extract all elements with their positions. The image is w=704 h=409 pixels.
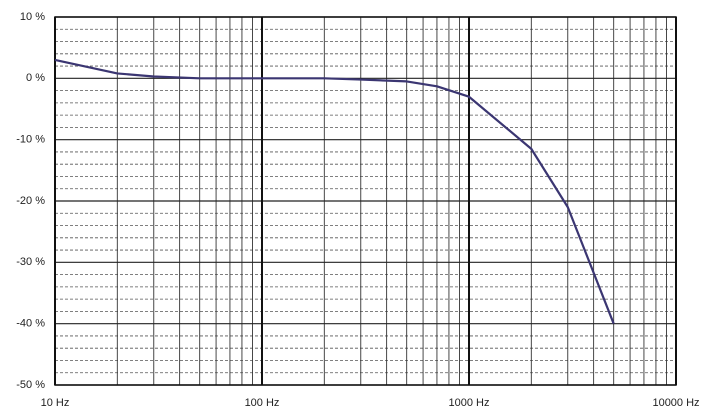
y-tick-label: 10 % [20, 11, 45, 23]
y-tick-label: 0 % [26, 72, 45, 84]
y-tick-label: -20 % [16, 195, 45, 207]
plot-frame [54, 16, 677, 386]
data-line [54, 58, 615, 325]
y-tick-label: -10 % [16, 134, 45, 146]
x-tick-label: 1000 Hz [449, 397, 490, 409]
x-tick-label: 10 Hz [41, 397, 70, 409]
y-tick-label: -30 % [16, 256, 45, 268]
x-tick-label: 100 Hz [245, 397, 280, 409]
y-tick-label: -40 % [16, 318, 45, 330]
y-tick-label: -50 % [16, 379, 45, 391]
x-tick-label: 10000 Hz [652, 397, 699, 409]
